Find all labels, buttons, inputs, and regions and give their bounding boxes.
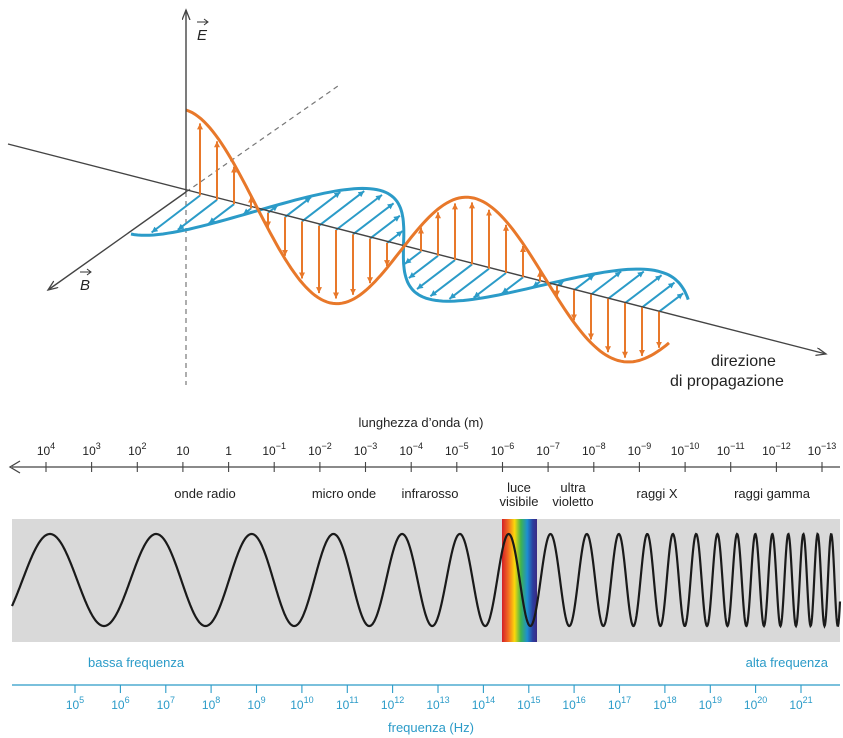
wavelength-tick-label: 10−9 (628, 441, 652, 458)
high-frequency-label: alta frequenza (746, 655, 829, 670)
wavelength-axis-arrow (8, 460, 21, 474)
wavelength-tick-marks (45, 462, 823, 472)
wavelength-tick-label: 10−7 (536, 441, 560, 458)
b-field-vector-5 (284, 196, 312, 218)
spectrum-band (10, 519, 842, 642)
svg-text:B: B (80, 277, 90, 294)
low-frequency-label: bassa frequenza (88, 655, 185, 670)
frequency-tick-label: 1019 (699, 695, 722, 712)
b-field-vector-25 (641, 281, 676, 309)
frequency-tick-label: 1018 (653, 695, 676, 712)
b-field-vector-10 (369, 214, 401, 240)
region-gamma-rays: raggi gamma (734, 486, 811, 501)
wavelength-tick-label: 104 (37, 441, 55, 458)
region-microwaves: micro onde (312, 486, 376, 501)
wavelength-tick-label: 10−12 (762, 441, 791, 458)
wavelength-tick-labels: 104 103 102 10 1 10−1 10−2 10−3 10−4 10−5 10−6 10−7… (37, 441, 837, 458)
wavelength-tick-label: 103 (82, 441, 100, 458)
b-field-vector-7 (318, 190, 365, 227)
spectrum-wave (10, 532, 842, 629)
propagation-axis (7, 143, 826, 354)
frequency-tick-label: 1016 (562, 695, 585, 712)
direction-label-line2: di propagazione (670, 373, 784, 390)
b-field-vector-12 (404, 250, 422, 265)
b-field-vector-14 (416, 259, 456, 290)
wavelength-tick-label: 102 (128, 441, 146, 458)
b-field-vector-8 (335, 194, 383, 231)
e-field-wave (185, 108, 670, 364)
b-field-vector-2 (208, 203, 235, 225)
region-x-rays: raggi X (636, 486, 678, 501)
region-ultraviolet-line1: ultra (560, 480, 586, 495)
wavelength-tick-label: 10−2 (308, 441, 332, 458)
frequency-tick-label: 106 (111, 695, 129, 712)
b-field-vectors (150, 190, 684, 313)
region-visible-line2: visibile (499, 494, 538, 509)
wavelength-tick-label: 10 (176, 444, 190, 458)
e-field-vectors (197, 123, 662, 358)
svg-text:E: E (197, 27, 208, 44)
frequency-tick-label: 1014 (472, 695, 495, 712)
b-field-vector-13 (408, 255, 439, 279)
frequency-tick-label: 1012 (381, 695, 404, 712)
frequency-tick-label: 1013 (426, 695, 449, 712)
frequency-tick-label: 108 (202, 695, 220, 712)
wave-3d-diagram: E B direzione di propagazione (7, 10, 826, 390)
direction-label-line1: direzione (711, 353, 776, 370)
b-field-vector-0 (150, 194, 201, 234)
b-field-vector-1 (177, 199, 218, 231)
wavelength-scale-title: lunghezza d’onda (m) (358, 415, 483, 430)
b-field-vector-16 (448, 267, 490, 300)
region-visible-line1: luce (507, 480, 531, 495)
b-field-vector-22 (590, 270, 622, 296)
wavelength-tick-label: 10−6 (491, 441, 515, 458)
b-field-vector-23 (607, 270, 645, 300)
region-ultraviolet-line2: violetto (552, 494, 593, 509)
wavelength-tick-label: 10−8 (582, 441, 606, 458)
b-field-vector-21 (573, 274, 595, 291)
region-infrared: infrarosso (401, 486, 458, 501)
b-field-vector-9 (352, 202, 395, 236)
b-field-vector-11 (386, 230, 404, 244)
wavelength-tick-label: 10−13 (808, 441, 837, 458)
b-field-vector-26 (658, 292, 684, 313)
frequency-tick-label: 1021 (789, 695, 812, 712)
b-axis (48, 191, 187, 290)
spectrum-region-labels: onde radio micro onde infrarosso luce vi… (174, 480, 810, 509)
frequency-tick-label: 1020 (744, 695, 767, 712)
frequency-scale: bassa frequenza alta frequenza 105 106 107… (12, 655, 840, 735)
wavelength-tick-label: 1 (225, 444, 232, 458)
dashed-diagonal-guide (185, 85, 339, 193)
frequency-tick-label: 107 (157, 695, 175, 712)
frequency-tick-label: 1015 (517, 695, 540, 712)
frequency-tick-label: 109 (247, 695, 265, 712)
b-field-wave (130, 186, 690, 303)
frequency-tick-labels: 105 106 107 108 109 1010 1011 1012 1013 1014 1015 1… (66, 685, 813, 712)
b-field-vector-17 (472, 272, 507, 299)
b-field-vector-18 (501, 276, 524, 295)
wavelength-tick-label: 10−10 (671, 441, 700, 458)
frequency-tick-label: 1011 (336, 695, 359, 712)
b-field-vector-15 (429, 263, 473, 297)
frequency-tick-label: 105 (66, 695, 84, 712)
frequency-scale-title: frequenza (Hz) (388, 720, 474, 735)
wavelength-scale: lunghezza d’onda (m) 104 103 102 10 1 10−1 10−… (8, 415, 840, 474)
wavelength-tick-label: 10−4 (399, 441, 423, 458)
e-axis-label: E (197, 18, 209, 44)
b-field-vector-6 (301, 191, 341, 223)
wavelength-tick-label: 10−5 (445, 441, 469, 458)
wavelength-tick-label: 10−11 (717, 441, 745, 458)
wavelength-tick-label: 10−1 (262, 441, 286, 458)
wavelength-tick-label: 10−3 (354, 441, 378, 458)
region-radio-waves: onde radio (174, 486, 235, 501)
b-axis-label: B (80, 268, 92, 294)
b-field-vector-24 (624, 274, 663, 304)
frequency-tick-label: 1017 (608, 695, 631, 712)
frequency-tick-label: 1010 (290, 695, 313, 712)
